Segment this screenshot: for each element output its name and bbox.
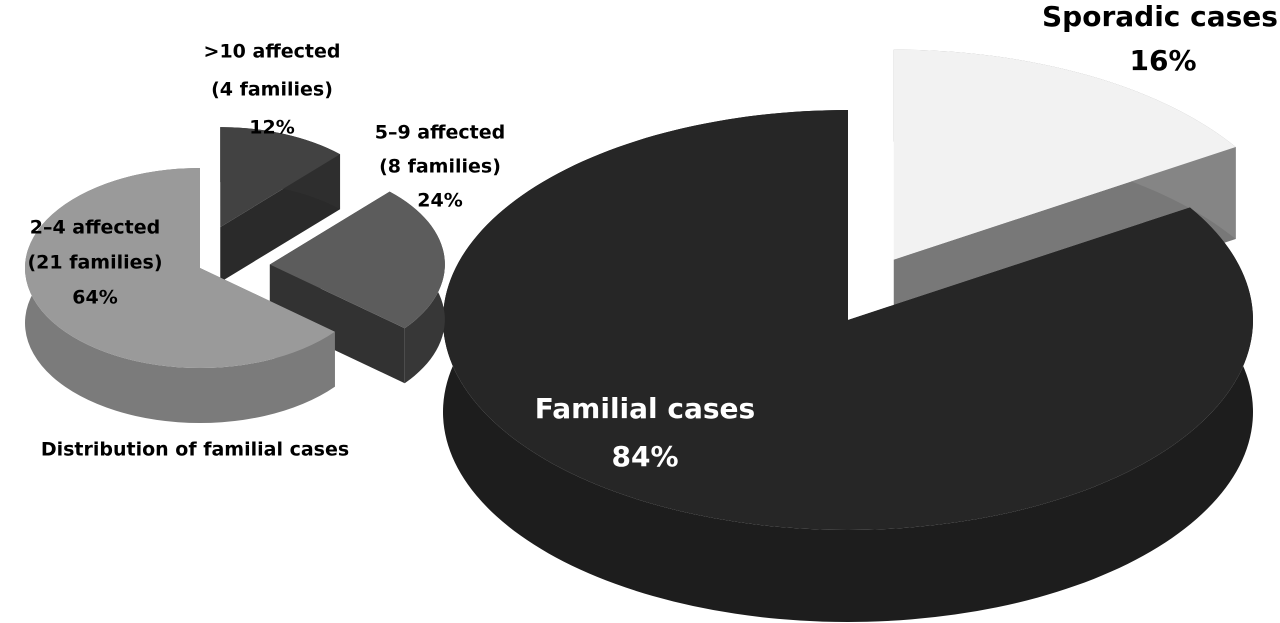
slice-cut-face (269, 264, 405, 384)
slice-label: 5–9 affected (375, 122, 506, 144)
slice-label: Sporadic cases (1042, 0, 1278, 33)
value-label: 84% (611, 440, 678, 473)
slice-label: 2–4 affected (30, 217, 161, 239)
slice (443, 110, 1253, 530)
slice-label: >10 affected (204, 41, 341, 63)
value-label: 16% (1129, 44, 1196, 77)
slice-sublabel: (21 families) (27, 252, 162, 274)
value-label: 24% (417, 190, 462, 212)
chart-title: Distribution of familial cases (41, 439, 349, 461)
slice (269, 191, 445, 329)
slice-label: Familial cases (535, 392, 755, 425)
slice-sublabel: (8 families) (379, 156, 501, 178)
slice (893, 49, 1236, 260)
value-label: 12% (249, 117, 294, 139)
slice-sublabel: (4 families) (211, 79, 333, 101)
value-label: 64% (72, 287, 117, 309)
slice (220, 127, 341, 228)
slice (24, 168, 335, 368)
